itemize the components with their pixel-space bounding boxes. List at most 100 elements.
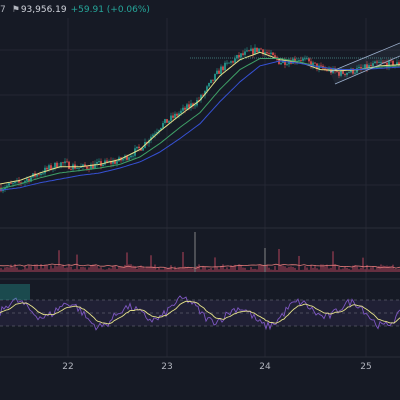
candle-body	[106, 160, 108, 163]
volume-bar	[24, 266, 26, 272]
flag-icon[interactable]: ⚑	[11, 5, 20, 15]
candle-body	[232, 61, 234, 63]
volume-bar	[26, 268, 28, 272]
candle-body	[68, 161, 70, 169]
candle-body	[226, 62, 228, 64]
volume-bar	[372, 266, 374, 272]
candle-body	[24, 180, 26, 183]
x-tick-label: 22	[62, 362, 74, 372]
volume-bar	[238, 264, 240, 272]
candle-body	[310, 61, 312, 67]
volume-bar	[296, 269, 298, 272]
candle-body	[114, 160, 116, 164]
volume-bar	[362, 257, 364, 272]
volume-bar	[306, 267, 308, 272]
volume-bar	[236, 269, 238, 272]
candle-body	[396, 62, 398, 65]
channel-line-lower	[334, 55, 400, 85]
candle-body	[212, 79, 214, 81]
volume-bar	[104, 269, 106, 272]
candle-body	[82, 164, 84, 167]
candle-body	[368, 65, 370, 69]
volume-bar	[214, 257, 216, 272]
candle-body	[156, 132, 158, 134]
candle-body	[64, 161, 66, 164]
candle-body	[288, 61, 290, 65]
candle-body	[238, 55, 240, 58]
candle-body	[154, 133, 156, 135]
volume-bar	[160, 269, 162, 272]
volume-bar	[146, 266, 148, 272]
candle-body	[180, 110, 182, 114]
volume-bar	[352, 265, 354, 272]
candle-body	[286, 64, 288, 66]
candle-body	[46, 167, 48, 170]
candle-body	[50, 165, 52, 170]
candle-body	[174, 113, 176, 118]
candle-body	[194, 105, 196, 107]
volume-bar	[34, 264, 36, 272]
candle-body	[248, 50, 250, 52]
volume-bar	[80, 266, 82, 272]
volume-bar	[370, 267, 372, 272]
candle-body	[270, 52, 272, 54]
volume-bar	[156, 269, 158, 272]
candle-body	[230, 61, 232, 63]
candle-body	[152, 134, 154, 137]
volume-bar	[10, 264, 12, 272]
volume-bar	[170, 265, 172, 272]
volume-bar	[258, 265, 260, 272]
volume-bar	[340, 269, 342, 272]
volume-bar	[90, 265, 92, 272]
volume-bar	[208, 269, 210, 272]
candle-body	[78, 167, 80, 169]
volume-bar	[38, 268, 40, 272]
candle-body	[236, 55, 238, 59]
volume-bar	[284, 266, 286, 272]
candle-body	[142, 147, 144, 151]
volume-bar	[216, 266, 218, 272]
candle-body	[352, 68, 354, 74]
candle-body	[218, 70, 220, 74]
candle-body	[190, 103, 192, 108]
candle-body	[126, 155, 128, 160]
candle-body	[272, 52, 274, 56]
volume-bar	[174, 266, 176, 272]
candle-body	[342, 70, 344, 74]
candle-body	[40, 173, 42, 176]
candle-body	[200, 94, 202, 101]
x-tick-label: 24	[259, 362, 271, 372]
volume-bar	[22, 269, 24, 272]
volume-bar	[16, 267, 18, 272]
volume-bar	[388, 266, 390, 272]
candle-body	[140, 148, 142, 151]
candle-body	[14, 181, 16, 184]
volume-bar	[338, 266, 340, 272]
candle-body	[246, 50, 248, 52]
candle-body	[188, 104, 190, 108]
volume-bar	[76, 254, 78, 272]
candle-body	[12, 183, 14, 184]
candle-body	[164, 119, 166, 124]
volume-bar	[54, 265, 56, 272]
volume-bar	[380, 264, 382, 272]
legend-change: +59.91 (+0.06%)	[70, 5, 150, 15]
candle-body	[390, 60, 392, 62]
volume-bar	[206, 269, 208, 272]
candles	[0, 44, 400, 194]
volume-bar	[326, 264, 328, 272]
candle-body	[320, 65, 322, 67]
candle-body	[204, 91, 206, 96]
grid-lines	[0, 18, 400, 357]
volume-bar	[240, 265, 242, 272]
volume-bar	[28, 265, 30, 272]
volume-bar	[186, 267, 188, 272]
candle-body	[300, 59, 302, 61]
volume-bar	[132, 265, 134, 272]
volume-bar	[154, 264, 156, 272]
volume-bar	[310, 264, 312, 272]
candle-body	[282, 60, 284, 64]
volume-bar	[262, 265, 264, 272]
candle-body	[344, 73, 346, 75]
